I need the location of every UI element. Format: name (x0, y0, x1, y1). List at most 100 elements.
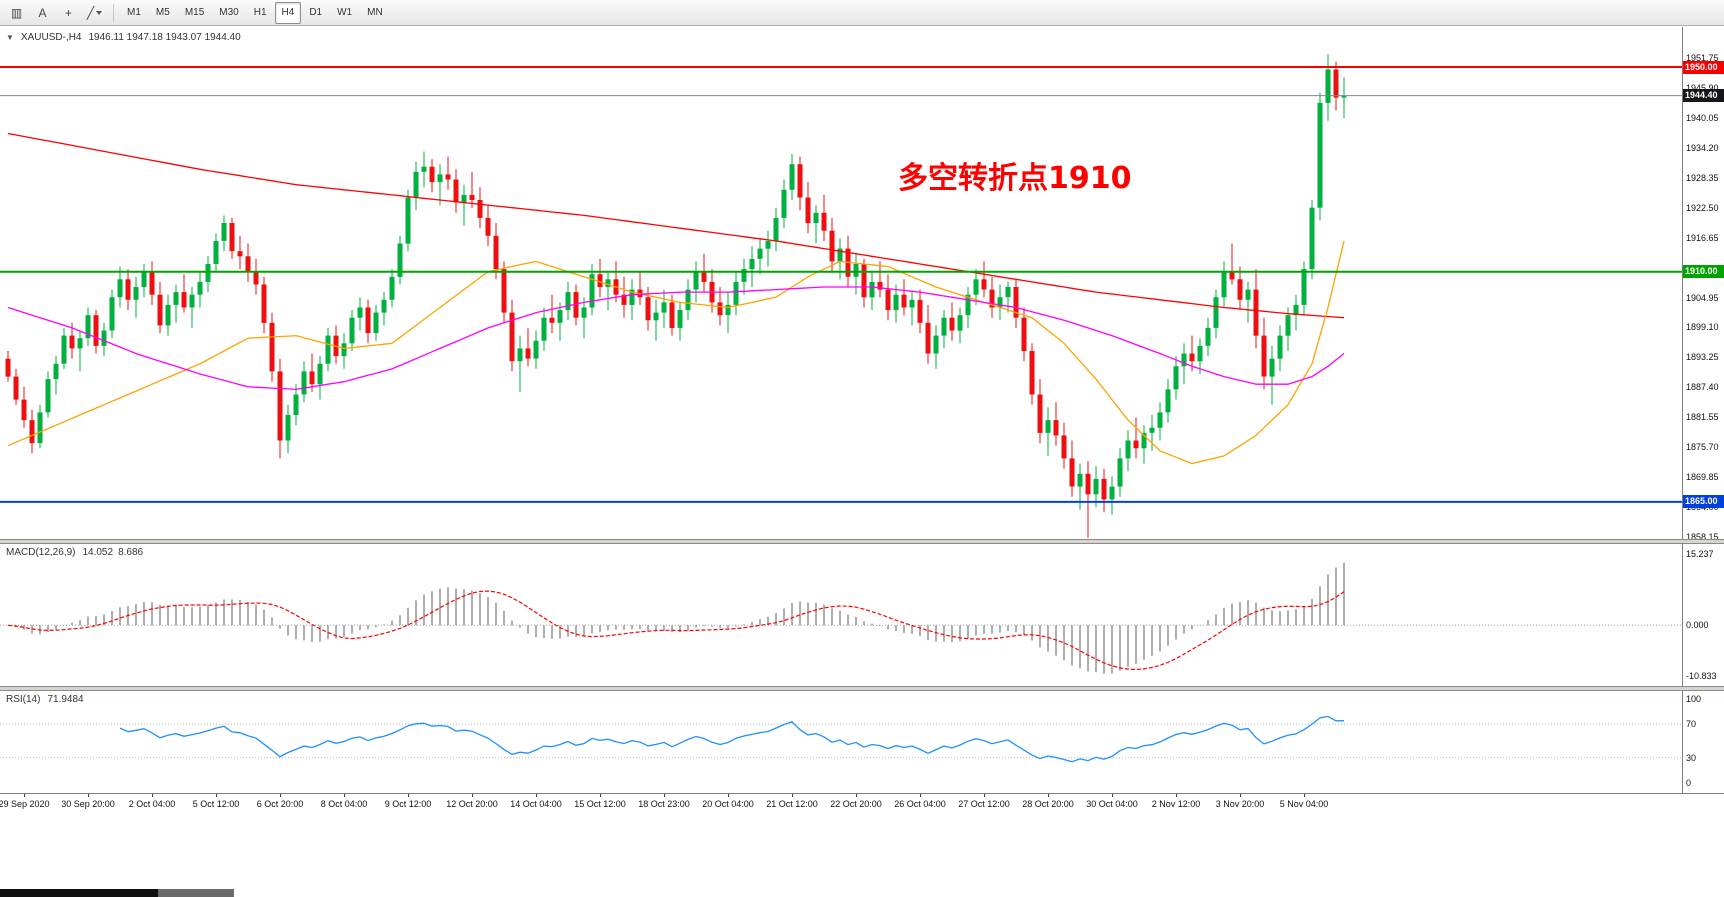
macd-axis[interactable]: 15.237 0.000 -10.833 (1682, 544, 1724, 686)
time-tick (1112, 794, 1113, 797)
timeframe-d1[interactable]: D1 (309, 7, 323, 18)
time-tick (152, 794, 153, 797)
rsi-value: 71.9484 (47, 694, 84, 705)
price-level-badge: 1950.00 (1683, 60, 1724, 74)
macd-signal-line (7, 590, 1345, 671)
bottom-gray-strip (158, 889, 234, 897)
price-tick-label: 1904.95 (1686, 292, 1719, 303)
timeframe-m30[interactable]: M30 (219, 7, 239, 18)
timeframe-w1[interactable]: W1 (337, 7, 353, 18)
medium-orange-ma-line (7, 240, 1345, 465)
time-label: 30 Oct 04:00 (1086, 799, 1138, 809)
time-label: 3 Nov 20:00 (1215, 799, 1265, 809)
time-tick (216, 794, 217, 797)
chart-window: ▼ XAUUSD-,H4 1946.11 1947.18 1943.07 194… (0, 27, 1724, 817)
quick-trade-toggle-icon[interactable]: ▼ (6, 33, 14, 42)
price-tick-label: 1928.35 (1686, 172, 1719, 183)
rsi-tick-label: 70 (1686, 719, 1697, 730)
price-tick-label: 1858.15 (1686, 532, 1719, 542)
rsi-line (119, 715, 1345, 763)
time-tick (856, 794, 857, 797)
time-label: 21 Oct 12:00 (766, 799, 818, 809)
time-tick (920, 794, 921, 797)
time-tick (280, 794, 281, 797)
timeframe-m5[interactable]: M5 (155, 7, 170, 18)
time-tick (600, 794, 601, 797)
macd-label: MACD(12,26,9) 14.052 8.686 (6, 547, 143, 558)
chart-title: ▼ XAUUSD-,H4 1946.11 1947.18 1943.07 194… (6, 32, 241, 43)
cursor-tool[interactable]: A (38, 5, 47, 20)
rsi-panel: RSI(14) 71.9484 100 70 30 0 (0, 691, 1724, 793)
time-axis[interactable]: 29 Sep 2020 30 Sep 20:00 2 Oct 04:00 5 Oct … (0, 793, 1724, 817)
main-price-panel: ▼ XAUUSD-,H4 1946.11 1947.18 1943.07 194… (0, 27, 1724, 542)
timeframe-h1[interactable]: H1 (253, 7, 267, 18)
macd-tick-label: 0.000 (1686, 620, 1709, 631)
rsi-label: RSI(14) 71.9484 (6, 694, 84, 705)
panel-separator[interactable] (0, 539, 1724, 544)
time-label: 26 Oct 04:00 (894, 799, 946, 809)
timeframe-m1[interactable]: M1 (127, 7, 141, 18)
moving-average-lines (7, 132, 1345, 465)
timeframe-h4[interactable]: H4 (274, 1, 302, 24)
rsi-axis[interactable]: 100 70 30 0 (1682, 691, 1724, 793)
slow-red-ma-line (7, 132, 1345, 319)
bottom-dark-strip (0, 889, 158, 897)
macd-tick-label: 15.237 (1686, 549, 1714, 559)
rsi-tick-label: 0 (1686, 778, 1692, 788)
macd-signal-value: 8.686 (118, 547, 144, 558)
time-label: 29 Sep 2020 (0, 799, 50, 809)
drawing-tools[interactable]: ╱ (82, 2, 107, 24)
medium-magenta-ma-line (7, 286, 1345, 391)
time-tick (728, 794, 729, 797)
panel-separator[interactable] (0, 686, 1724, 691)
time-tick (88, 794, 89, 797)
price-tick-label: 1934.20 (1686, 142, 1719, 153)
timeframe-mn[interactable]: MN (367, 7, 383, 18)
chart-windows-tool[interactable]: ▥ (10, 5, 23, 20)
rsi-tick-label: 30 (1686, 752, 1697, 763)
time-label: 28 Oct 20:00 (1022, 799, 1074, 809)
crosshair-tool[interactable]: + (64, 5, 72, 20)
price-tick-label: 1869.85 (1686, 472, 1719, 483)
time-tick (24, 794, 25, 797)
chart-ohlc-values: 1946.11 1947.18 1943.07 1944.40 (88, 32, 241, 43)
chart-annotation-text: 多空转折点1910 (898, 161, 1132, 196)
candles-svg (0, 54, 1682, 538)
price-tick-label: 1922.50 (1686, 202, 1719, 213)
time-label: 27 Oct 12:00 (958, 799, 1010, 809)
macd-tick-label: -10.833 (1686, 671, 1717, 681)
price-tick-label: 1899.10 (1686, 322, 1719, 333)
time-label: 20 Oct 04:00 (702, 799, 754, 809)
time-tick (984, 794, 985, 797)
timeframe-m15[interactable]: M15 (184, 7, 205, 18)
macd-svg (0, 562, 1682, 674)
macd-main-value: 14.052 (82, 547, 114, 558)
timeframe-buttons-group: M1 M5 M15 M30 H1 H4 D1 W1 MN (120, 1, 390, 24)
time-label: 2 Oct 04:00 (128, 799, 176, 809)
macd-indicator-name: MACD(12,26,9) (6, 547, 76, 558)
time-label: 8 Oct 04:00 (320, 799, 368, 809)
price-tick-label: 1916.65 (1686, 232, 1719, 243)
time-tick (1048, 794, 1049, 797)
price-axis[interactable]: 1951.75 1945.90 1940.05 1934.20 1928.35 1922.… (1682, 27, 1724, 542)
dropdown-caret-icon (96, 10, 103, 15)
candles (5, 54, 1347, 538)
time-label: 14 Oct 04:00 (510, 799, 562, 809)
time-tick (536, 794, 537, 797)
price-tick-label: 1893.25 (1686, 352, 1719, 363)
price-chart[interactable]: ▼ XAUUSD-,H4 1946.11 1947.18 1943.07 194… (0, 27, 1682, 539)
time-label: 12 Oct 20:00 (446, 799, 498, 809)
time-label: 18 Oct 23:00 (638, 799, 690, 809)
chart-symbol-period: XAUUSD-,H4 (20, 32, 82, 43)
price-level-badge: 1910.00 (1683, 265, 1724, 279)
tool-icons-group: ▥ A + ╱ (4, 2, 107, 24)
time-label: 9 Oct 12:00 (384, 799, 432, 809)
macd-chart[interactable]: MACD(12,26,9) 14.052 8.686 (0, 544, 1682, 686)
time-tick (1304, 794, 1305, 797)
price-level-badge: 1865.00 (1683, 495, 1724, 509)
time-tick (792, 794, 793, 797)
rsi-svg (0, 715, 1682, 763)
macd-histogram (15, 562, 1345, 674)
rsi-chart[interactable]: RSI(14) 71.9484 (0, 691, 1682, 793)
time-label: 6 Oct 20:00 (256, 799, 304, 809)
